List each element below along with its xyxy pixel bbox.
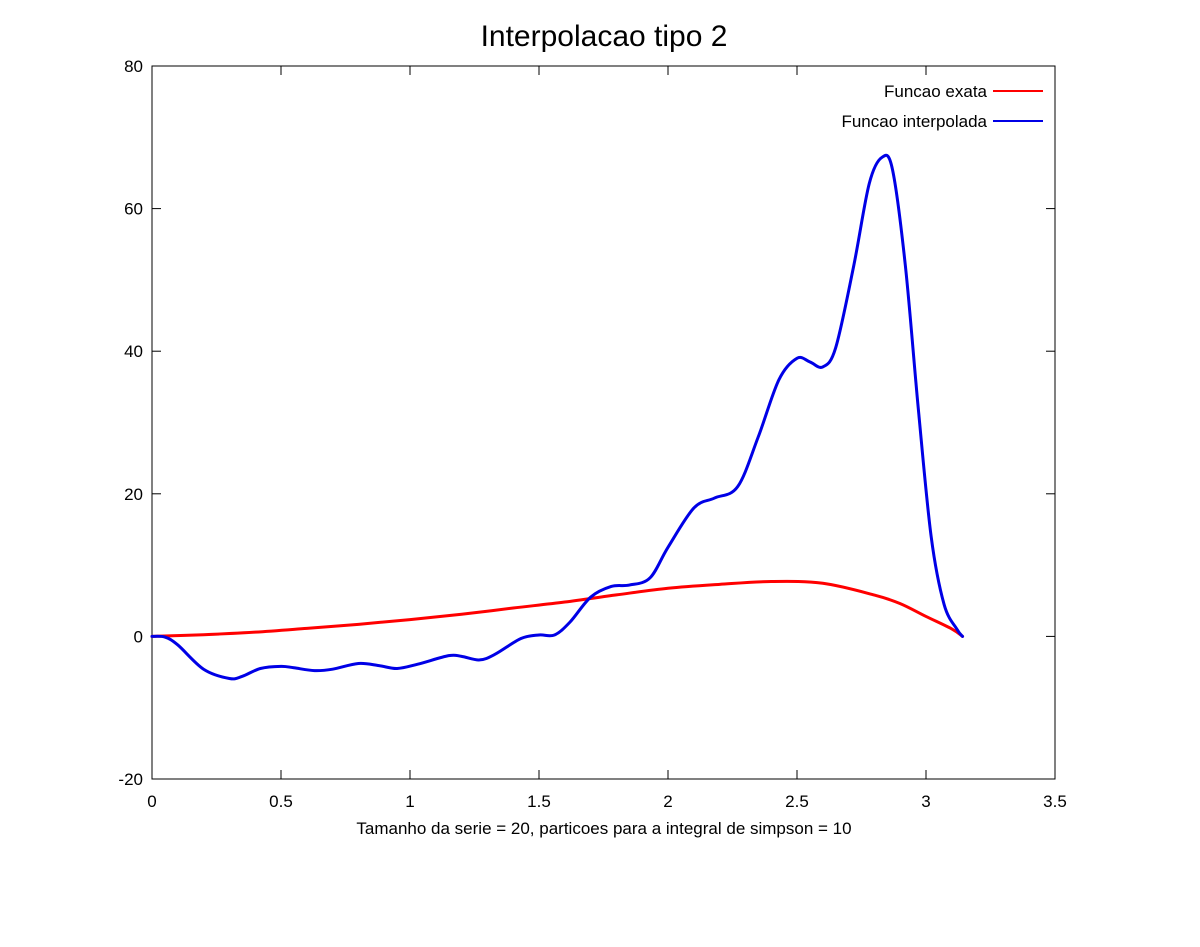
x-tick-label: 0 bbox=[147, 792, 156, 811]
legend-label-funcao-exata: Funcao exata bbox=[884, 82, 988, 101]
y-tick-label: -20 bbox=[118, 770, 143, 789]
x-tick-label: 2.5 bbox=[785, 792, 809, 811]
y-tick-label: 20 bbox=[124, 485, 143, 504]
y-tick-label: 80 bbox=[124, 57, 143, 76]
series-line-funcao-exata bbox=[150, 579, 965, 638]
x-tick-label: 1 bbox=[405, 792, 414, 811]
y-tick-label: 40 bbox=[124, 342, 143, 361]
x-tick-label: 3 bbox=[921, 792, 930, 811]
y-tick-label: 0 bbox=[134, 627, 143, 646]
x-tick-label: 0.5 bbox=[269, 792, 293, 811]
x-tick-label: 1.5 bbox=[527, 792, 551, 811]
x-tick-label: 3.5 bbox=[1043, 792, 1067, 811]
plot-frame bbox=[151, 65, 1056, 780]
legend-label-funcao-interpolada: Funcao interpolada bbox=[841, 112, 987, 131]
series-line-funcao-interpolada bbox=[150, 153, 965, 681]
x-axis-label: Tamanho da serie = 20, particoes para a … bbox=[356, 819, 851, 838]
x-tick-label: 2 bbox=[663, 792, 672, 811]
y-tick-label: 60 bbox=[124, 200, 143, 219]
chart-title: Interpolacao tipo 2 bbox=[481, 20, 728, 53]
